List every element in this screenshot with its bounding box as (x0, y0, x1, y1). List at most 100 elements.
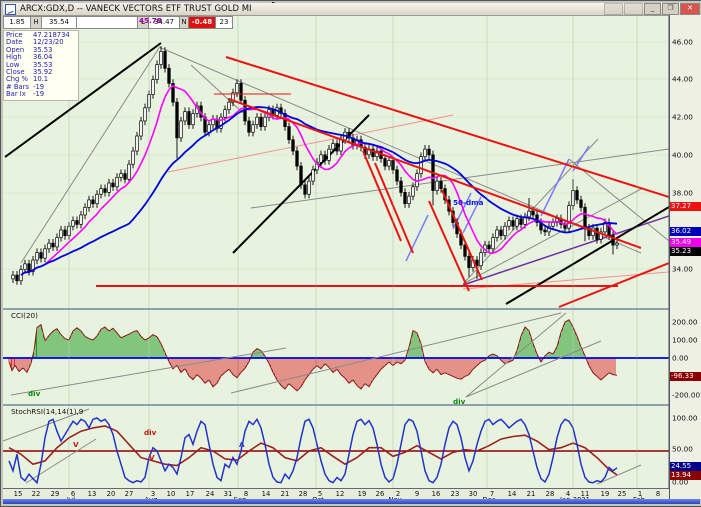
close-button[interactable]: ✕ (680, 3, 700, 15)
info-label: Bar Ix (6, 90, 26, 99)
price-tick: 40.00 (672, 150, 693, 160)
info-row: Date 12/23/20 (6, 38, 76, 47)
date-tick: 2 (395, 490, 401, 498)
app-icon (5, 3, 16, 15)
info-label: Open (6, 45, 25, 54)
info-row: Chg % 10.1 (6, 75, 76, 84)
info-label: High (6, 53, 22, 62)
quote-change-field[interactable]: 1.85 (3, 16, 31, 29)
quote-count-field[interactable]: 23 (215, 16, 233, 29)
cursor-info-panel: Price 47.218734 Date 12/23/20 Open 35.53 High 3… (3, 30, 79, 101)
date-tick: 19 (357, 490, 367, 498)
quote-net-change-badge: -0.48 (188, 16, 216, 29)
date-tick: 21 (526, 490, 536, 498)
fifty-dma-label: 50-dma (453, 198, 484, 207)
date-tick: 14 (261, 490, 271, 498)
info-value: 36.04 (33, 53, 53, 62)
info-value: -19 (33, 90, 45, 99)
cci-divergence-right: div (453, 397, 466, 406)
date-tick: 27 (124, 490, 134, 498)
info-value: -19 (33, 82, 45, 91)
toolbar-ghost-button-1[interactable] (604, 3, 623, 15)
stoch-tick: 0.00 (672, 477, 689, 487)
price-axis-strip[interactable] (669, 15, 701, 499)
price-tick: 38.00 (672, 188, 693, 198)
info-label: Date (6, 38, 23, 47)
date-tick: 31 (223, 490, 233, 498)
info-value: 12/23/20 (33, 38, 64, 47)
restore-button[interactable]: ❐ (662, 3, 679, 15)
date-tick: 3 (150, 490, 156, 498)
date-tick: 28 (545, 490, 555, 498)
date-tick: 29 (50, 490, 60, 498)
bottom-scroll-strip[interactable] (3, 499, 700, 504)
info-label: Low (6, 60, 20, 69)
cci-tick-tag: -96.33 (670, 372, 701, 381)
info-value: 35.92 (33, 67, 53, 76)
minimize-button[interactable]: _ (644, 3, 661, 15)
date-tick: 21 (280, 490, 290, 498)
cci-tick: 0.00 (672, 353, 689, 363)
date-tick: 8 (243, 490, 249, 498)
stoch-v-mark-1: V (73, 440, 79, 449)
info-row: Bar Ix -19 (6, 90, 76, 99)
date-tick: 23 (450, 490, 460, 498)
date-tick: 15 (13, 490, 23, 498)
price-tick-tag: 37.27 (670, 202, 701, 211)
cci-tick: 200.00 (672, 317, 698, 327)
date-tick: 1 (637, 490, 643, 498)
stochrsi-panel-label: StochRSI(14,14(1),9 (11, 407, 84, 416)
stoch-tick-tag: 13.94 (670, 471, 701, 480)
stoch-tick: 100.00 (672, 413, 698, 423)
quote-entry-field[interactable] (76, 16, 138, 29)
price-tick: 44.00 (672, 74, 693, 84)
quote-high-field[interactable]: 35.54 (41, 16, 77, 29)
cci-divergence-left: div (28, 389, 41, 398)
date-tick: 19 (600, 490, 610, 498)
price-tick: 42.00 (672, 112, 693, 122)
cci-tick: -200.00 (672, 390, 701, 400)
date-tick: 16 (431, 490, 441, 498)
quote-low-field[interactable]: 34.47 (148, 16, 180, 29)
date-tick: 22 (31, 490, 41, 498)
date-tick: 30 (468, 490, 478, 498)
date-tick: 7 (489, 490, 495, 498)
info-row: Close 35.92 (6, 67, 76, 76)
info-value: 47.218734 (33, 31, 70, 39)
info-label: Close (6, 67, 25, 76)
info-label: # Bars (6, 82, 30, 91)
price-tick: 34.00 (672, 264, 693, 274)
toolbar-ghost-button-2[interactable] (624, 3, 643, 15)
date-tick: 11 (580, 490, 590, 498)
date-tick: 26 (375, 490, 385, 498)
price-tick: 46.00 (672, 37, 693, 47)
stoch-v-mark-2: V (149, 453, 155, 462)
date-tick: 17 (185, 490, 195, 498)
date-tick: 13 (87, 490, 97, 498)
date-tick: 28 (298, 490, 308, 498)
date-tick: 24 (205, 490, 215, 498)
date-tick: 12 (335, 490, 345, 498)
cci-panel-label: CCI(20) (11, 311, 38, 320)
info-value: 35.53 (33, 60, 53, 69)
info-value: 35.53 (33, 45, 53, 54)
stoch-caret-mark: Λ (239, 440, 245, 449)
info-label: Chg % (6, 75, 28, 84)
price-tick-tag: 36.02 (670, 227, 701, 236)
window-title: ARCX:GDX,D -- VANECK VECTORS ETF TRUST G… (20, 4, 252, 14)
date-axis[interactable]: 15 22 29 6 13 20 27 3 10 17 24 31 8 14 21 28 5 12 19 26 2 9 16… (3, 488, 669, 504)
price-tick-tag: 35.23 (670, 247, 701, 256)
date-tick: 20 (106, 490, 116, 498)
stoch-tick-tag: 24.55 (670, 462, 701, 471)
price-tick-tag: 35.49 (670, 238, 701, 247)
date-tick: 14 (507, 490, 517, 498)
info-row: Low 35.53 (6, 60, 76, 69)
info-row: Price 47.218734 (6, 31, 76, 39)
info-label: Price (6, 31, 23, 39)
stoch-tick: 50.00 (672, 444, 693, 454)
cci-tick: 100.00 (672, 335, 698, 345)
info-row: High 36.04 (6, 53, 76, 62)
title-bar[interactable]: ARCX:GDX,D -- VANECK VECTORS ETF TRUST G… (3, 3, 700, 16)
date-tick: 5 (317, 490, 323, 498)
